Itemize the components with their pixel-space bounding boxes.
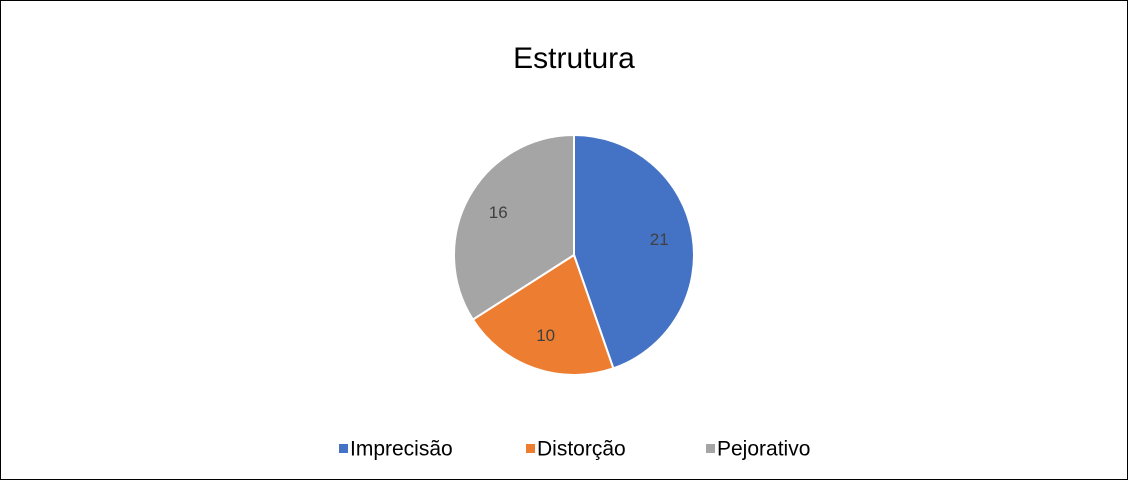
legend-label: Imprecisão [350,438,453,461]
data-label: 21 [650,230,669,249]
legend-label: Pejorativo [717,438,810,461]
pie-slice [573,133,695,370]
pie-slice [471,253,615,376]
legend-swatch [526,444,535,453]
chart-title: Estrutura [513,42,635,75]
pie-slice [453,133,575,321]
legend-swatch [706,444,715,453]
data-label: 16 [489,203,508,222]
data-label: 10 [536,326,555,345]
legend-swatch [339,444,348,453]
legend-label: Distorção [537,438,626,461]
